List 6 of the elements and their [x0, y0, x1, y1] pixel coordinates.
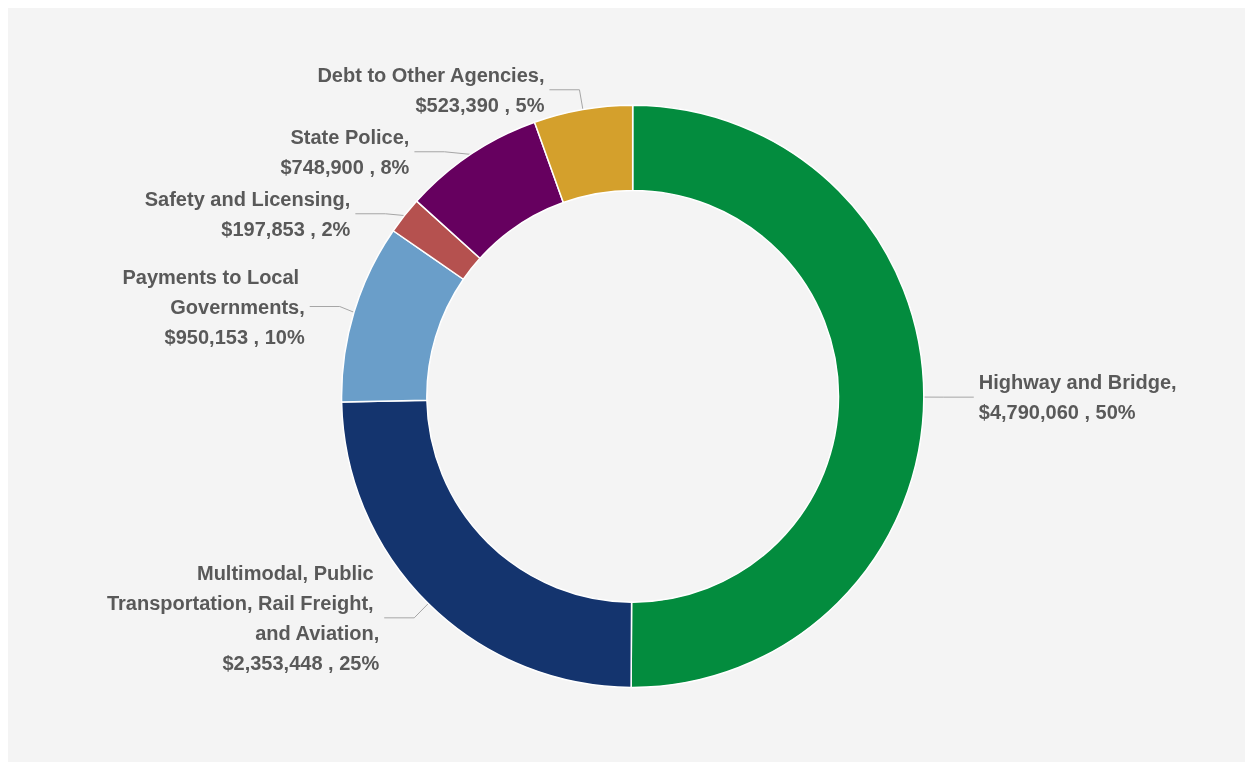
- slice-label: Payments to Local Governments, $950,153 , 10%: [122, 265, 305, 348]
- slice-label: Multimodal, Public Transportation, Rail Freight, and Aviation, $2,353,448 , 25%: [106, 561, 380, 674]
- slice-label: Safety and Licensing, $197,853 , 2%: [144, 187, 351, 240]
- slice-label: Highway and Bridge, $4,790,060 , 50%: [978, 371, 1177, 424]
- slice-label: State Police, $748,900 , 8%: [280, 125, 410, 178]
- slice-label: Debt to Other Agencies, $523,390 , 5%: [317, 63, 545, 116]
